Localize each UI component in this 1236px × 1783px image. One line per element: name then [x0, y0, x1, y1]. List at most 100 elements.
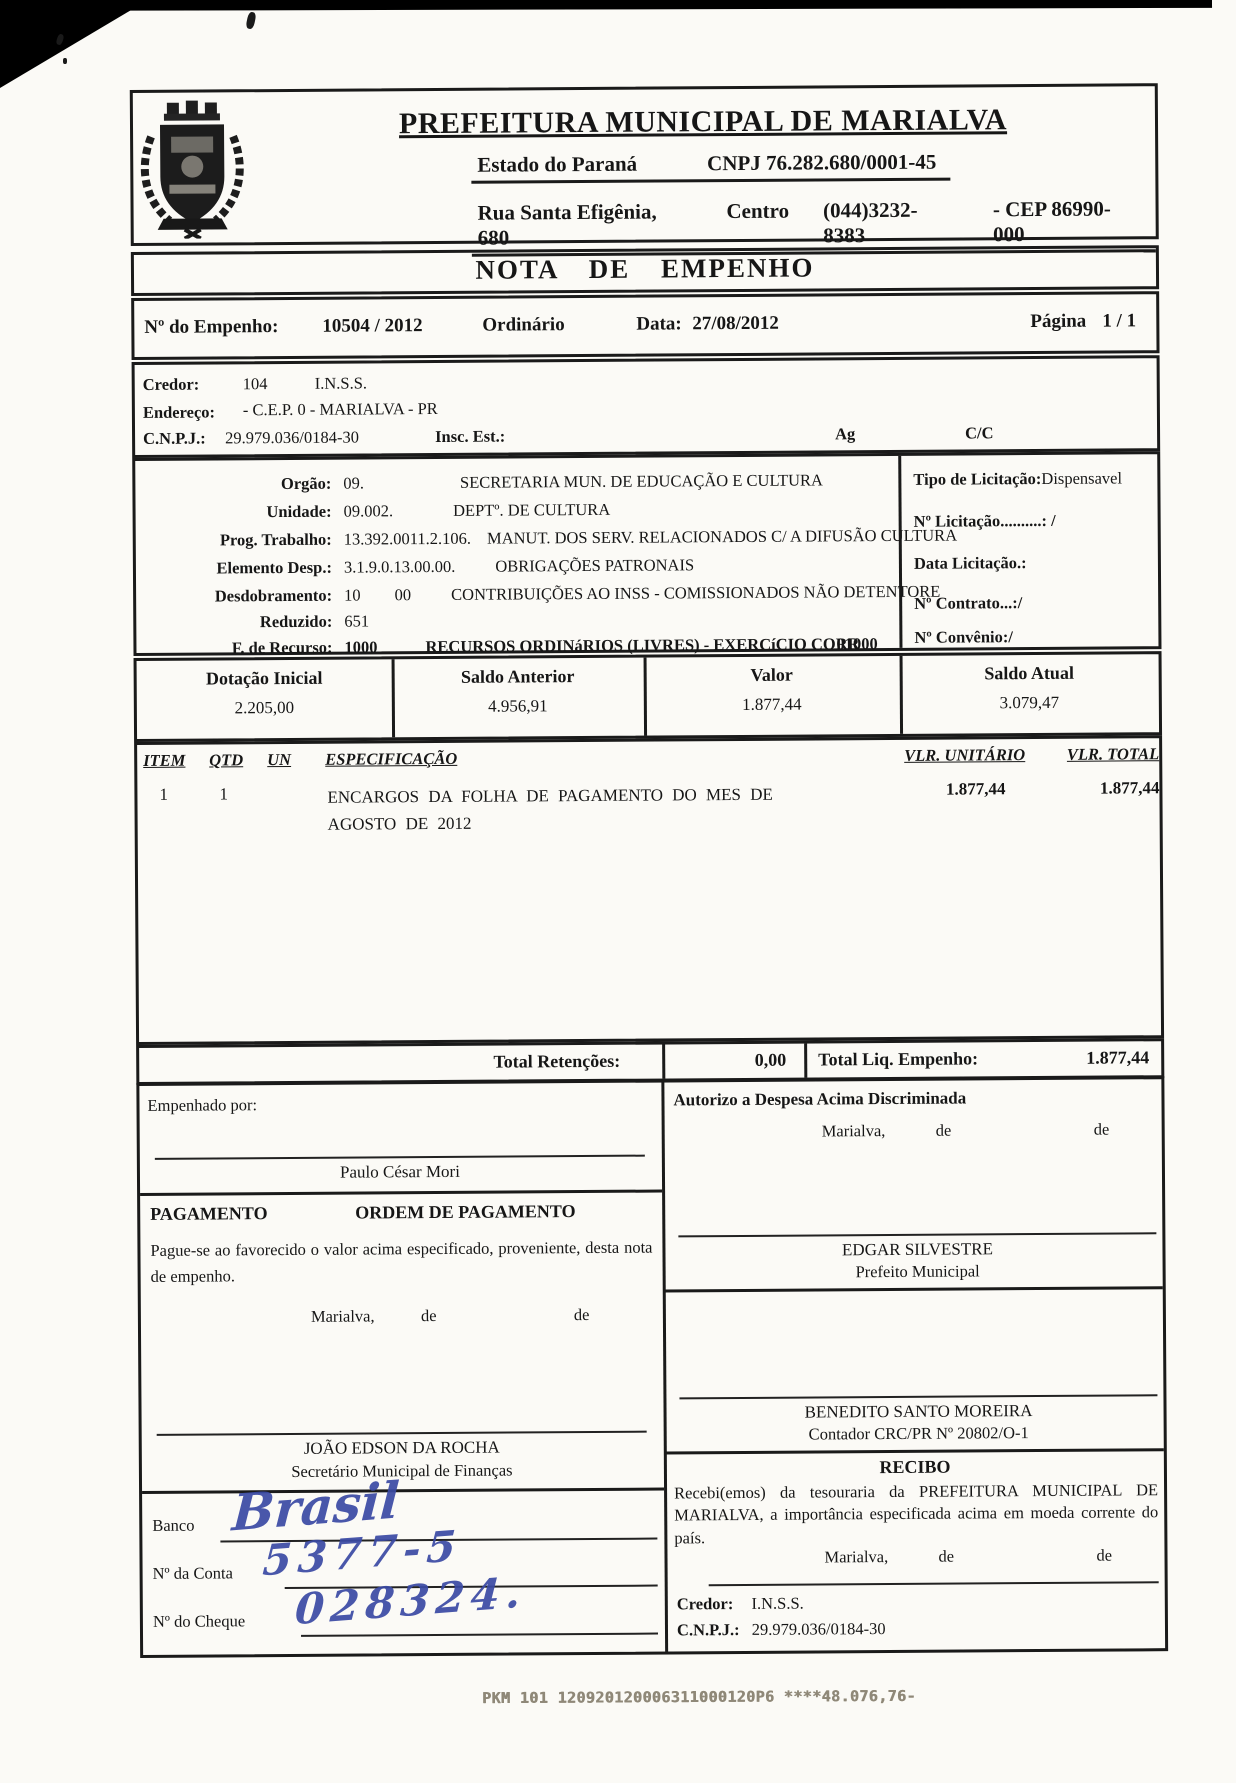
orgao-label: Orgão:	[280, 473, 332, 494]
prog-trabalho-code: 13.392.0011.2.106.	[343, 528, 472, 549]
recibo-section-divider	[665, 1448, 1164, 1455]
signatures-box: Empenhado por: Paulo César Mori PAGAMENT…	[136, 1076, 1169, 1658]
orgao-code: 09.	[343, 473, 365, 493]
pagamento-section-divider	[140, 1189, 663, 1196]
page-label: Página	[1030, 310, 1087, 333]
reduzido-code: 651	[344, 611, 370, 631]
org-subtitle-row: Estado do Paraná CNPJ 76.282.680/0001-45	[471, 149, 951, 184]
conta-corrente-label: C/C	[964, 423, 994, 443]
totals-divider-2	[804, 1043, 808, 1078]
contador-role: Contador CRC/PR Nº 20802/O-1	[808, 1423, 1029, 1444]
valor-header: Valor	[750, 664, 793, 685]
ink-speck	[63, 58, 67, 64]
saldo-anterior-value: 4.956,91	[488, 696, 548, 716]
banco-section-divider	[142, 1487, 665, 1494]
header-box: PREFEITURA MUNICIPAL DE MARIALVA Estado …	[129, 83, 1159, 257]
recibo-credor-line	[708, 1581, 1159, 1587]
org-phone: (044)3232-8383	[823, 197, 918, 248]
cheque-label: Nº do Cheque	[152, 1611, 246, 1631]
items-col-espec: ESPECIFICAÇÃO	[325, 748, 458, 769]
items-col-unitario: VLR. UNITÁRIO	[904, 745, 1026, 765]
scan-edge-artifact-corner	[0, 0, 148, 88]
empenhado-por-label: Empenhado por:	[147, 1095, 258, 1115]
autorizo-city: Marialva,	[821, 1121, 886, 1141]
credor-endereco-label: Endereço:	[142, 402, 216, 422]
page-number: 1 / 1	[1102, 310, 1137, 332]
ink-speck	[245, 11, 257, 30]
autorizo-de2: de	[1093, 1119, 1110, 1139]
elemento-code: 3.1.9.0.13.00.00.	[343, 556, 456, 577]
item-espec: ENCARGOS DA FOLHA DE PAGAMENTO DO MES DE…	[327, 784, 773, 834]
org-state: Estado do Paraná	[477, 151, 638, 177]
items-col-total: VLR. TOTAL	[1066, 744, 1160, 764]
prefeito-name: EDGAR SILVESTRE	[841, 1239, 994, 1260]
agencia-label: Ag	[835, 424, 856, 444]
item-qtd: 1	[219, 784, 229, 804]
prog-trabalho-label: Prog. Trabalho:	[219, 529, 332, 550]
recibo-de1: de	[938, 1546, 955, 1566]
convenio-numero: Nº Convênio:/	[914, 627, 1013, 647]
empenhado-signer-name: Paulo César Mori	[339, 1161, 460, 1182]
contador-name: BENEDITO SANTO MOREIRA	[804, 1401, 1033, 1422]
cheque-line	[301, 1632, 659, 1637]
secretario-role: Secretário Municipal de Finanças	[291, 1460, 513, 1481]
org-street: Rua Santa Efigênia, 680	[477, 199, 657, 250]
elemento-label: Elemento Desp.:	[216, 557, 332, 578]
saldo-anterior-header: Saldo Anterior	[460, 666, 575, 687]
recibo-credor-label: Credor:	[676, 1594, 734, 1614]
dotacao-inicial-value: 2.205,00	[234, 697, 295, 718]
recibo-title: RECIBO	[879, 1456, 951, 1478]
dotacao-inicial-header: Dotação Inicial	[205, 667, 323, 689]
prog-trabalho-desc: MANUT. DOS SERV. RELACIONADOS C/ A DIFUS…	[486, 525, 958, 548]
licitacao-tipo: Tipo de Licitação:Dispensavel	[913, 468, 1122, 489]
credor-code: 104	[242, 374, 268, 394]
pagamento-city: Marialva,	[310, 1306, 375, 1326]
orgao-desc: SECRETARIA MUN. DE EDUCAÇÃO E CULTURA	[459, 470, 823, 492]
items-box: ITEM QTD UN ESPECIFICAÇÃO VLR. UNITÁRIO …	[134, 735, 1165, 1045]
licitacao-data: Data Licitação.:	[913, 553, 1027, 573]
machine-print-line: PKM 101 120920120006311000120P6 ****48.0…	[481, 1686, 916, 1708]
prefeito-section-divider	[664, 1286, 1163, 1293]
banco-label: Banco	[152, 1515, 195, 1535]
recibo-city: Marialva,	[824, 1547, 889, 1567]
scan-edge-artifact-top	[0, 0, 1213, 11]
autorizo-pane: Autorizo a Despesa Acima Discriminada Ma…	[663, 1079, 1165, 1651]
recibo-cnpj-row: C.N.P.J.: 29.979.036/0184-30	[677, 1619, 886, 1640]
recibo-de2: de	[1096, 1545, 1113, 1565]
empenho-number-label: Nº do Empenho:	[144, 316, 279, 338]
pagamento-de2: de	[573, 1304, 590, 1325]
unidade-label: Unidade:	[266, 501, 332, 522]
doc-title: NOTA DE EMPENHO	[475, 252, 815, 285]
recibo-text: Recebi(emos) da tesouraria da PREFEITURA…	[674, 1480, 1159, 1547]
desdobramento-desc: CONTRIBUIÇÕES AO INSS - COMISSIONADOS NÃ…	[451, 581, 941, 604]
signature-line-contador	[679, 1394, 1158, 1400]
recibo-credor-row: Credor: I.N.S.S.	[677, 1594, 804, 1615]
conta-label: Nº da Conta	[152, 1563, 233, 1583]
credor-label: Credor:	[142, 374, 200, 394]
empenho-type: Ordinário	[482, 314, 565, 336]
insc-est-label: Insc. Est.:	[435, 426, 506, 446]
signature-line-secretario	[156, 1430, 647, 1436]
signature-line-prefeito	[678, 1232, 1157, 1238]
total-retencoes-value: 0,00	[754, 1049, 787, 1070]
recibo-cnpj-value: 29.979.036/0184-30	[751, 1619, 886, 1639]
org-cnpj: CNPJ 76.282.680/0001-45	[707, 149, 937, 176]
pagamento-title: PAGAMENTO	[150, 1203, 268, 1224]
dotacao-table: Dotação Inicial Saldo Anterior Valor Sal…	[133, 651, 1163, 743]
secretario-name: JOÃO EDSON DA ROCHA	[303, 1437, 500, 1458]
empenho-number: 10504 / 2012	[322, 315, 423, 337]
recurso-code: 1000	[344, 637, 378, 657]
total-retencoes-label: Total Retenções:	[493, 1050, 621, 1072]
total-liq-value: 1.877,44	[1086, 1047, 1150, 1068]
licitacao-tipo-label: Tipo de Licitação:	[913, 468, 1042, 489]
budget-box: Orgão: 09. SECRETARIA MUN. DE EDUCAÇÃO E C…	[132, 451, 1162, 657]
autorizo-title: Autorizo a Despesa Acima Discriminada	[673, 1088, 967, 1110]
recibo-cnpj-label: C.N.P.J.:	[676, 1620, 740, 1640]
pagamento-de1: de	[420, 1306, 437, 1326]
total-liq-label: Total Liq. Empenho:	[818, 1048, 979, 1070]
desdobramento-label: Desdobramento:	[214, 585, 333, 606]
item-vlr-unitario: 1.877,44	[945, 779, 1006, 799]
org-cep: - CEP 86990-000	[992, 196, 1111, 247]
reduzido-label: Reduzido:	[259, 611, 333, 632]
